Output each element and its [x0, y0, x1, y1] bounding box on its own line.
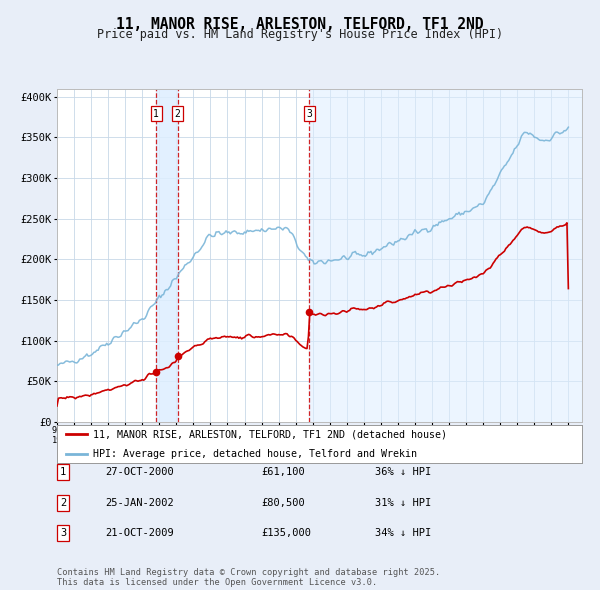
Text: 3: 3 [307, 109, 313, 119]
Text: £135,000: £135,000 [261, 529, 311, 538]
Text: 2: 2 [175, 109, 181, 119]
Text: 31% ↓ HPI: 31% ↓ HPI [375, 498, 431, 507]
Text: 21-OCT-2009: 21-OCT-2009 [105, 529, 174, 538]
Text: 2: 2 [60, 498, 66, 507]
Text: Price paid vs. HM Land Registry's House Price Index (HPI): Price paid vs. HM Land Registry's House … [97, 28, 503, 41]
Text: 25-JAN-2002: 25-JAN-2002 [105, 498, 174, 507]
Text: 1: 1 [153, 109, 159, 119]
Text: 1: 1 [60, 467, 66, 477]
Text: £61,100: £61,100 [261, 467, 305, 477]
Bar [156, 88, 178, 422]
Text: 34% ↓ HPI: 34% ↓ HPI [375, 529, 431, 538]
Text: 11, MANOR RISE, ARLESTON, TELFORD, TF1 2ND (detached house): 11, MANOR RISE, ARLESTON, TELFORD, TF1 2… [93, 430, 446, 440]
Text: 11, MANOR RISE, ARLESTON, TELFORD, TF1 2ND: 11, MANOR RISE, ARLESTON, TELFORD, TF1 2… [116, 17, 484, 31]
Text: HPI: Average price, detached house, Telford and Wrekin: HPI: Average price, detached house, Telf… [93, 448, 416, 458]
Text: £80,500: £80,500 [261, 498, 305, 507]
Text: 36% ↓ HPI: 36% ↓ HPI [375, 467, 431, 477]
Text: 3: 3 [60, 529, 66, 538]
Text: Contains HM Land Registry data © Crown copyright and database right 2025.
This d: Contains HM Land Registry data © Crown c… [57, 568, 440, 587]
Bar [310, 88, 582, 422]
Text: 27-OCT-2000: 27-OCT-2000 [105, 467, 174, 477]
